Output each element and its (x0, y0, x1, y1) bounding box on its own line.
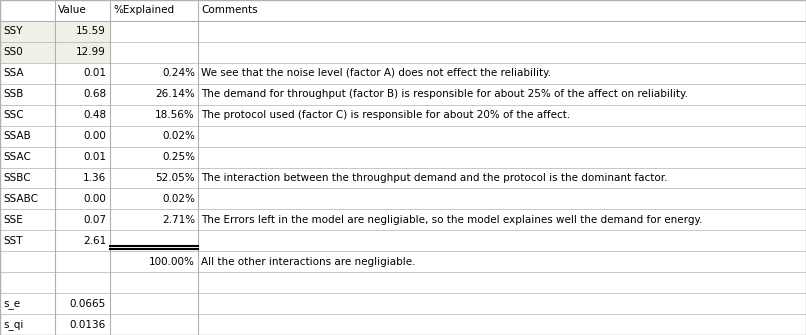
Text: 15.59: 15.59 (76, 26, 106, 37)
Text: SSAC: SSAC (3, 152, 31, 162)
Bar (0, 168, 806, 188)
Bar (0, 272, 806, 293)
Bar (0, 126, 806, 147)
Text: SSC: SSC (3, 110, 23, 120)
Text: 0.0665: 0.0665 (70, 298, 106, 309)
Bar (0, 21, 806, 42)
Text: Value: Value (58, 5, 87, 15)
Bar (0, 147, 806, 168)
Text: 26.14%: 26.14% (156, 89, 195, 99)
Text: The protocol used (factor C) is responsible for about 20% of the affect.: The protocol used (factor C) is responsi… (201, 110, 571, 120)
Text: SST: SST (3, 236, 23, 246)
Text: 0.00: 0.00 (83, 131, 106, 141)
Bar (0, 230, 806, 251)
Text: 0.00: 0.00 (83, 194, 106, 204)
Text: SSBC: SSBC (3, 173, 31, 183)
Bar (0, 251, 806, 272)
Text: SSB: SSB (3, 89, 23, 99)
Text: SSY: SSY (3, 26, 23, 37)
Text: 0.0136: 0.0136 (70, 320, 106, 330)
Text: SSE: SSE (3, 215, 23, 225)
Text: 0.01: 0.01 (83, 68, 106, 78)
Bar (0, 21, 110, 42)
Text: SS0: SS0 (3, 47, 23, 57)
Bar (0, 0, 806, 21)
Text: Comments: Comments (201, 5, 258, 15)
Text: SSA: SSA (3, 68, 23, 78)
Text: s_e: s_e (3, 298, 20, 309)
Text: 0.02%: 0.02% (162, 131, 195, 141)
Text: 52.05%: 52.05% (156, 173, 195, 183)
Text: The interaction between the throughput demand and the protocol is the dominant f: The interaction between the throughput d… (201, 173, 667, 183)
Text: 1.36: 1.36 (83, 173, 106, 183)
Text: All the other interactions are negligiable.: All the other interactions are negligiab… (201, 257, 416, 267)
Text: %Explained: %Explained (113, 5, 174, 15)
Text: 0.01: 0.01 (83, 152, 106, 162)
Text: 0.25%: 0.25% (162, 152, 195, 162)
Text: 18.56%: 18.56% (156, 110, 195, 120)
Text: 0.68: 0.68 (83, 89, 106, 99)
Bar (0, 209, 806, 230)
Text: SSAB: SSAB (3, 131, 31, 141)
Text: 0.07: 0.07 (83, 215, 106, 225)
Bar (0, 105, 806, 126)
Bar (0, 293, 806, 314)
Text: We see that the noise level (factor A) does not effect the reliability.: We see that the noise level (factor A) d… (201, 68, 551, 78)
Bar (0, 63, 806, 84)
Text: 0.48: 0.48 (83, 110, 106, 120)
Bar (0, 84, 806, 105)
Text: 100.00%: 100.00% (149, 257, 195, 267)
Text: 0.24%: 0.24% (162, 68, 195, 78)
Text: s_qi: s_qi (3, 319, 23, 330)
Text: The Errors left in the model are negligiable, so the model explaines well the de: The Errors left in the model are negligi… (201, 215, 703, 225)
Bar (0, 314, 806, 335)
Text: 2.61: 2.61 (83, 236, 106, 246)
Text: The demand for throughput (factor B) is responsible for about 25% of the affect : The demand for throughput (factor B) is … (201, 89, 688, 99)
Bar (0, 42, 806, 63)
Text: 12.99: 12.99 (76, 47, 106, 57)
Text: 2.71%: 2.71% (162, 215, 195, 225)
Text: SSABC: SSABC (3, 194, 38, 204)
Bar (0, 188, 806, 209)
Text: 0.02%: 0.02% (162, 194, 195, 204)
Bar (0, 42, 110, 63)
